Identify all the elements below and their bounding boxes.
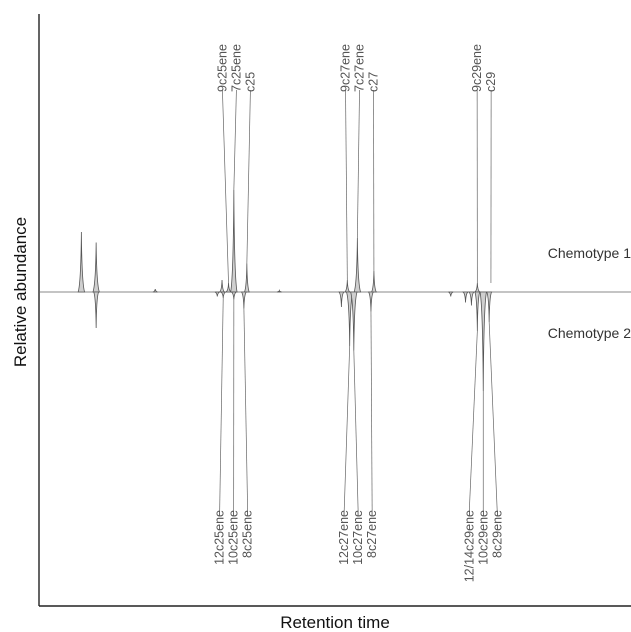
peak-label: 10c25ene <box>227 510 241 565</box>
chemotype-1-peak <box>218 279 226 293</box>
peak-label: 7c25ene <box>229 44 243 92</box>
x-axis-title: Retention time <box>280 613 390 632</box>
chemotype-2-peak <box>468 291 475 306</box>
chemotype-2-peak <box>220 291 226 299</box>
peak-label: 12c27ene <box>337 510 351 565</box>
peak-label: 10c29ene <box>476 510 490 565</box>
chromatogram-traces <box>40 189 631 392</box>
chemotype-2-label: Chemotype 2 <box>548 325 631 341</box>
chemotype-1-peak <box>230 189 238 293</box>
annotation-leader <box>468 330 478 513</box>
chemotype-1-peak <box>224 282 233 293</box>
annotation-leader-lines <box>219 89 498 513</box>
peak-label: 12/14c29ene <box>462 510 476 582</box>
peak-label: 8c29ene <box>490 510 504 558</box>
chemotype-1-peak <box>77 231 86 293</box>
annotation-leader <box>233 89 237 191</box>
peak-label: 12c25ene <box>213 510 227 565</box>
chemotype-2-peak <box>214 291 220 297</box>
chemotype-1-peak <box>152 288 158 293</box>
chemotype-1-peak <box>243 263 250 293</box>
chemotype-2-peak <box>93 291 100 329</box>
peak-label: 10c27ene <box>351 510 365 565</box>
chemotype-1-peak <box>92 242 100 293</box>
chemotype-2-peak <box>350 291 358 351</box>
y-axis-title: Relative abundance <box>11 217 30 367</box>
chemotype-2-peak <box>240 291 248 309</box>
chemotype-2-peak <box>474 291 481 332</box>
chemotype-2-peak <box>338 291 345 308</box>
peak-label: c25 <box>243 72 257 92</box>
annotation-leader <box>370 311 373 513</box>
annotation-leader <box>488 321 498 513</box>
chemotype-1-peak <box>276 289 282 293</box>
annotation-leader <box>353 350 359 513</box>
peak-label: c27 <box>367 72 381 92</box>
peak-label: 7c27ene <box>353 44 367 92</box>
annotation-leader <box>219 297 224 513</box>
chemotype-2-peak <box>367 291 375 312</box>
peak-label: 8c27ene <box>365 510 379 558</box>
peak-label: c29 <box>484 72 498 92</box>
annotation-leader <box>357 89 360 239</box>
chemotype-1-label: Chemotype 1 <box>548 245 631 261</box>
annotation-leader <box>222 89 229 284</box>
peak-label: 8c25ene <box>241 510 255 558</box>
chemotype-2-peak <box>461 291 470 303</box>
chemotype-2-peak <box>231 291 237 300</box>
annotation-labels: 9c25ene 7c25ene c25 9c27ene 7c27ene c27 9c29en… <box>213 44 505 582</box>
peak-label: 9c27ene <box>339 44 353 92</box>
chemotype-2-peak <box>448 291 454 297</box>
chemotype-1-peak <box>473 282 482 293</box>
chemotype-2-peak <box>479 291 487 392</box>
chemotype-1-peak <box>370 270 378 293</box>
chemotype-1-peak <box>353 237 362 293</box>
peak-label: 9c29ene <box>470 44 484 92</box>
chemotype-2-peak <box>486 291 493 323</box>
peak-label: 9c25ene <box>215 44 229 92</box>
annotation-leader <box>246 89 251 264</box>
chemotype-1-peak <box>343 279 351 293</box>
annotation-leader <box>243 308 249 513</box>
annotation-leader <box>343 345 351 513</box>
annotation-leader <box>345 89 348 281</box>
